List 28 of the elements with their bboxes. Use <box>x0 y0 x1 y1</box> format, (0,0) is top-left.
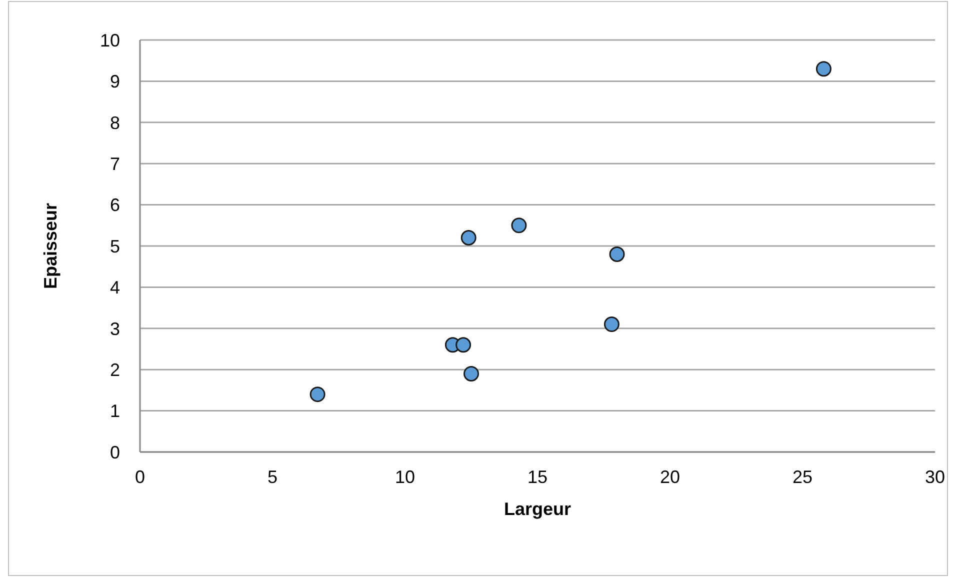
y-tick-label: 2 <box>110 360 120 380</box>
y-tick-label: 0 <box>110 442 120 462</box>
point <box>460 230 476 246</box>
y-tick-label: 8 <box>110 112 120 133</box>
y-tick-label: 4 <box>110 278 120 298</box>
x-tick-label: 30 <box>924 466 946 487</box>
y-tick-label: 1 <box>110 401 120 422</box>
point <box>816 61 832 77</box>
point <box>464 366 479 382</box>
point <box>511 218 527 234</box>
y-tick-label: 3 <box>110 318 120 339</box>
x-tick-label: 15 <box>527 466 548 487</box>
point <box>604 316 620 332</box>
y-tick-label: 10 <box>100 30 120 50</box>
x-tick-label: 10 <box>394 466 416 487</box>
point <box>456 337 472 353</box>
y-axis-title: Epaisseur <box>40 202 60 290</box>
y-tick-label: 7 <box>110 154 120 174</box>
x-tick-label: 20 <box>660 466 680 487</box>
y-tick-label: 9 <box>110 72 120 92</box>
x-tick-label: 25 <box>792 466 813 487</box>
point <box>609 246 625 262</box>
x-tick-label: 0 <box>134 466 146 487</box>
x-tick-label: 5 <box>267 466 278 487</box>
x-axis-title: Largeur <box>504 498 572 519</box>
y-tick-label: 5 <box>110 236 120 256</box>
y-tick-label: 6 <box>110 195 120 216</box>
point <box>310 386 326 402</box>
